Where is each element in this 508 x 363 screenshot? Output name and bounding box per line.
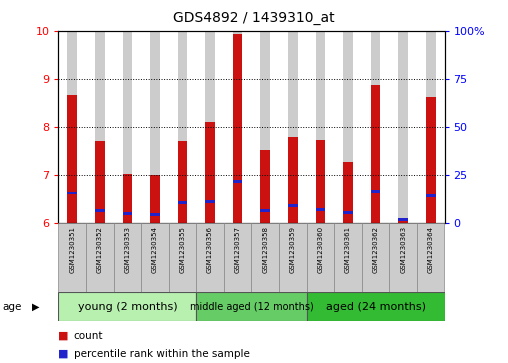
Text: GSM1230351: GSM1230351 [69,226,75,273]
Bar [196,223,224,292]
Text: GDS4892 / 1439310_at: GDS4892 / 1439310_at [173,11,335,25]
Text: GSM1230355: GSM1230355 [179,226,185,273]
Bar [261,209,270,212]
Bar [150,31,160,223]
Bar [279,223,307,292]
Bar [95,140,105,223]
Bar [233,31,242,223]
Bar [122,174,132,223]
Bar [86,223,114,292]
Text: GSM1230356: GSM1230356 [207,226,213,273]
Bar [224,223,251,292]
Bar [58,292,196,321]
Bar [150,175,160,223]
Bar [205,122,215,223]
Bar [343,162,353,223]
Bar [178,201,187,204]
Text: GSM1230363: GSM1230363 [400,226,406,273]
Text: GSM1230359: GSM1230359 [290,226,296,273]
Bar [371,31,380,223]
Bar [261,150,270,223]
Bar [261,31,270,223]
Text: GSM1230353: GSM1230353 [124,226,131,273]
Text: percentile rank within the sample: percentile rank within the sample [74,349,249,359]
Text: GSM1230362: GSM1230362 [372,226,378,273]
Text: ▶: ▶ [32,302,40,312]
Bar [178,31,187,223]
Bar [389,223,417,292]
Bar [68,192,77,195]
Text: ■: ■ [58,349,69,359]
Bar [371,190,380,193]
Text: aged (24 months): aged (24 months) [326,302,426,312]
Bar [362,223,389,292]
Text: GSM1230357: GSM1230357 [235,226,241,273]
Bar [122,31,132,223]
Text: GSM1230352: GSM1230352 [97,226,103,273]
Bar [114,223,141,292]
Bar [343,31,353,223]
Bar [205,200,215,203]
Bar [417,223,444,292]
Bar [178,142,187,223]
Text: middle aged (12 months): middle aged (12 months) [189,302,313,312]
Bar [58,223,86,292]
Bar [398,218,408,221]
Text: count: count [74,331,103,341]
Bar [315,208,325,211]
Text: GSM1230360: GSM1230360 [318,226,324,273]
Text: GSM1230364: GSM1230364 [428,226,434,273]
Bar [288,204,298,207]
Bar [68,31,77,223]
Bar [205,31,215,223]
Bar [398,31,408,223]
Bar [95,31,105,223]
Bar [426,194,435,197]
Bar [233,34,242,223]
Text: GSM1230358: GSM1230358 [262,226,268,273]
Bar [426,97,435,223]
Bar [169,223,196,292]
Bar [288,137,298,223]
Bar [315,31,325,223]
Bar [150,213,160,216]
Bar [334,223,362,292]
Bar [233,180,242,183]
Text: ■: ■ [58,331,69,341]
Text: age: age [3,302,22,312]
Bar [398,219,408,223]
Bar [343,211,353,214]
Bar [196,292,307,321]
Bar [122,212,132,215]
Bar [95,209,105,212]
Text: GSM1230354: GSM1230354 [152,226,158,273]
Bar [288,31,298,223]
Bar [307,292,444,321]
Bar [315,140,325,223]
Bar [371,85,380,223]
Text: GSM1230361: GSM1230361 [345,226,351,273]
Bar [307,223,334,292]
Bar [426,31,435,223]
Bar [68,95,77,223]
Text: young (2 months): young (2 months) [78,302,177,312]
Bar [141,223,169,292]
Bar [251,223,279,292]
